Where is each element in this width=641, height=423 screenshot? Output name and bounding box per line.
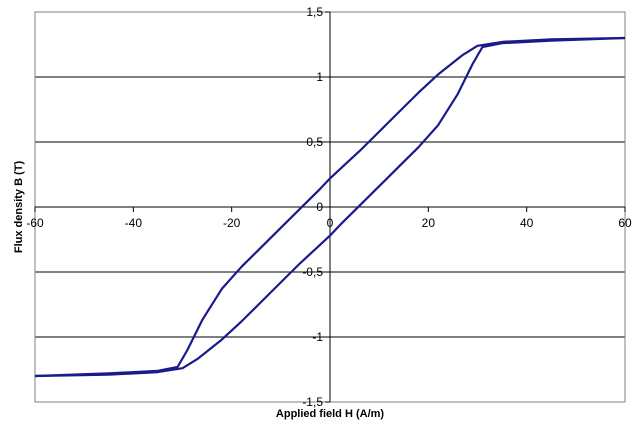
x-tick-label: 60 [618,216,632,230]
x-tick-label: -40 [125,216,143,230]
x-tick-label: 0 [327,216,334,230]
y-tick-label: 1,5 [306,5,323,19]
hysteresis-branch-ascending [34,36,626,378]
y-tick-label: 0,5 [306,135,323,149]
y-tick-label: 1 [316,70,323,84]
y-tick-label: -0,5 [302,265,323,279]
y-tick-label: -1 [312,330,323,344]
x-tick-label: -20 [223,216,241,230]
series-layer [34,36,626,378]
y-tick-label: -1,5 [302,395,323,409]
x-tick-label: 40 [520,216,534,230]
tick-marks [34,11,626,403]
y-tick-label: 0 [316,200,323,214]
hysteresis-branch-descending [34,36,626,378]
y-axis-title: Flux density B (T) [13,161,25,254]
x-tick-label: 20 [422,216,436,230]
tick-labels: -1,5 -1 -0,5 0 0,5 1 1,5 -60 -40 -20 0 20 40 60 [26,5,632,409]
x-axis-title: Applied field H (A/m) [276,408,385,420]
x-tick-label: -60 [26,216,44,230]
